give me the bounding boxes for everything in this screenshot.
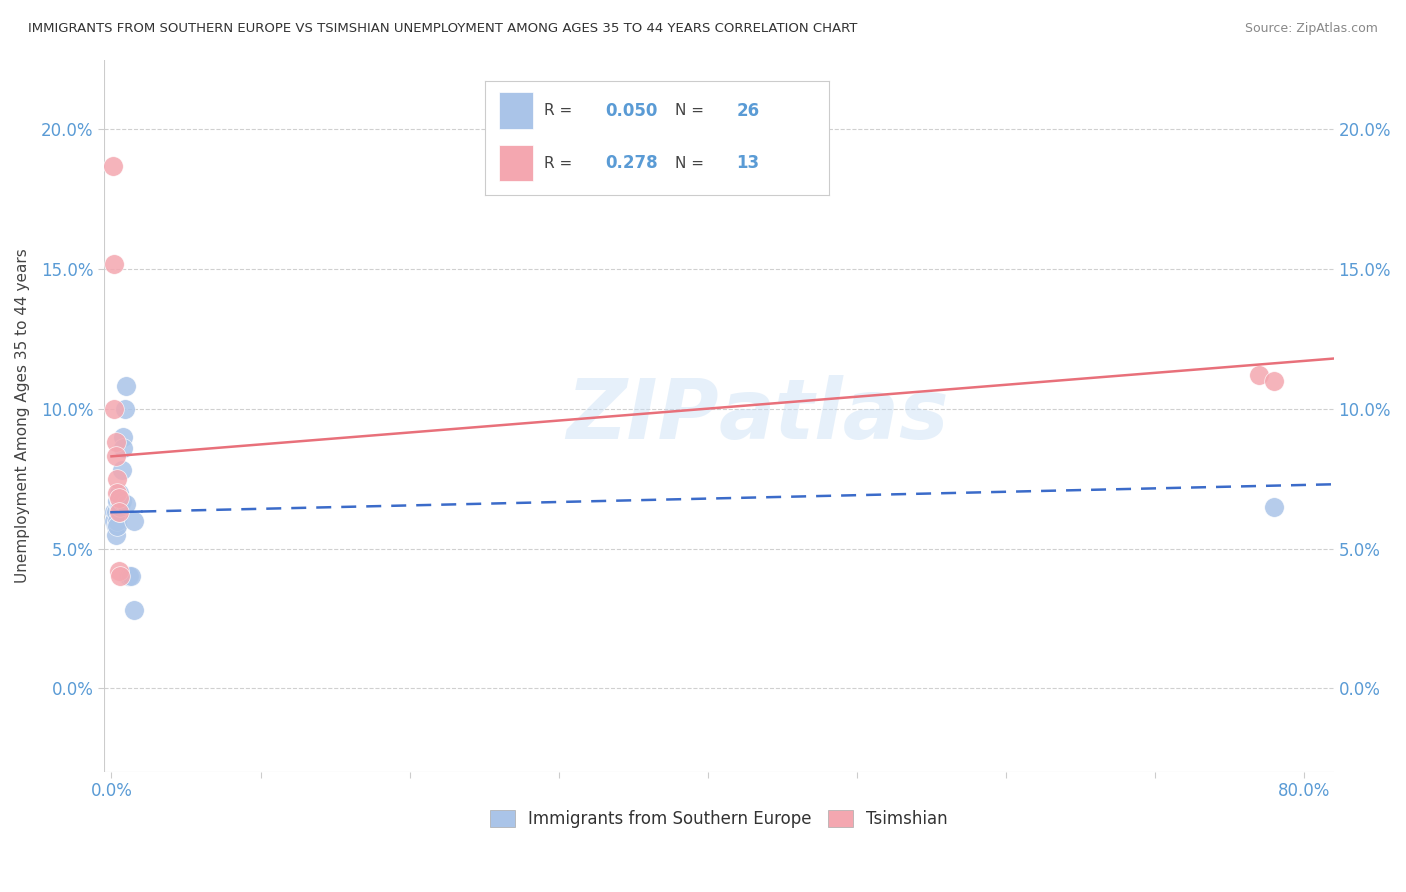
Point <box>115 379 138 393</box>
Point <box>108 500 131 514</box>
Text: Source: ZipAtlas.com: Source: ZipAtlas.com <box>1244 22 1378 36</box>
Point <box>110 505 132 519</box>
Point <box>108 491 131 506</box>
Text: atlas: atlas <box>718 376 949 457</box>
Point <box>122 514 145 528</box>
Point <box>101 159 124 173</box>
Point <box>120 569 142 583</box>
Point <box>118 569 141 583</box>
Point <box>107 519 129 533</box>
Point <box>107 494 129 508</box>
Point <box>104 505 127 519</box>
Point <box>1263 500 1285 514</box>
Point <box>108 491 131 506</box>
Point <box>103 256 125 270</box>
Point <box>107 472 129 486</box>
Point <box>122 603 145 617</box>
Point <box>114 401 136 416</box>
Point <box>110 500 132 514</box>
Point <box>104 450 127 464</box>
Point <box>111 494 134 508</box>
Point <box>103 401 125 416</box>
Point <box>112 441 135 455</box>
Point <box>107 514 129 528</box>
Text: IMMIGRANTS FROM SOUTHERN EUROPE VS TSIMSHIAN UNEMPLOYMENT AMONG AGES 35 TO 44 YE: IMMIGRANTS FROM SOUTHERN EUROPE VS TSIMS… <box>28 22 858 36</box>
Y-axis label: Unemployment Among Ages 35 to 44 years: Unemployment Among Ages 35 to 44 years <box>15 249 30 583</box>
Point <box>112 430 135 444</box>
Point <box>108 505 131 519</box>
Text: ZIP: ZIP <box>567 376 718 457</box>
Point <box>1263 374 1285 388</box>
Point <box>104 519 127 533</box>
Point <box>108 485 131 500</box>
Point <box>111 463 134 477</box>
Point <box>117 569 139 583</box>
Legend: Immigrants from Southern Europe, Tsimshian: Immigrants from Southern Europe, Tsimshi… <box>482 804 955 835</box>
Point <box>103 505 125 519</box>
Point <box>104 527 127 541</box>
Point <box>110 569 132 583</box>
Point <box>103 514 125 528</box>
Point <box>107 485 129 500</box>
Point <box>115 497 138 511</box>
Point <box>104 435 127 450</box>
Point <box>108 564 131 578</box>
Point <box>1249 368 1271 383</box>
